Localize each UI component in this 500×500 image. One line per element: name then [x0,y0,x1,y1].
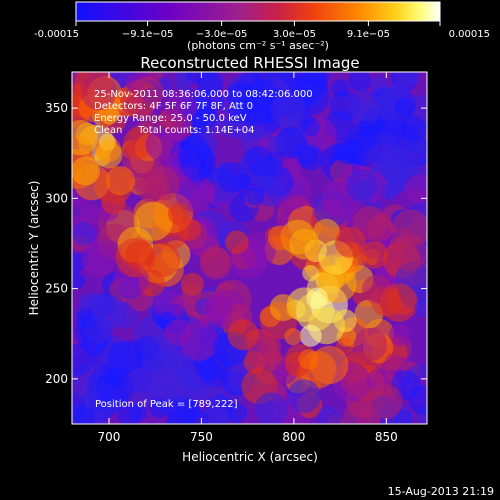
colorbar-units: (photons cm⁻² s⁻¹ asec⁻²) [187,39,329,52]
y-axis-label: Heliocentric Y (arcsec) [27,181,41,316]
colorbar-ticks: -0.00015 −9.1e−05 −3.0e−05 3.0e−05 9.1e−05 0.… [34,21,490,40]
colorbar-tick-label: 0.00015 [449,29,490,40]
annotation-clean: Clean Total counts: 1.14E+04 [94,125,254,136]
x-tick-label: 800 [282,430,305,444]
y-tick-label: 350 [45,101,68,115]
colorbar-tick-label: -0.00015 [34,29,79,40]
colorbar-tick-label: 9.1e−05 [347,29,390,40]
axis-ticks: 700 750 800 850 200 250 300 350 [45,72,427,444]
heatmap [72,72,427,424]
x-tick-label: 850 [375,430,398,444]
footer-date: 15-Aug-2013 21:19 [387,485,494,498]
colorbar-tick-label: 3.0e−05 [273,29,316,40]
y-tick-label: 250 [45,282,68,296]
chart-title: Reconstructed RHESSI Image [140,54,359,72]
annotation-time: 25-Nov-2011 08:36:06.000 to 08:42:06.000 [94,89,313,100]
annotation-energy: Energy Range: 25.0 - 50.0 keV [94,113,247,124]
y-tick-label: 300 [45,191,68,205]
plot-frame [71,71,428,425]
peak-position-label: Position of Peak = [789,222] [95,399,238,410]
colorbar [75,1,441,22]
colorbar-tick-label: −3.0e−05 [196,29,248,40]
y-tick-label: 200 [45,372,68,386]
annotation-detectors: Detectors: 4F 5F 6F 7F 8F, Att 0 [94,101,253,112]
colorbar-tick-label: −9.1e−05 [122,29,174,40]
x-axis-label: Heliocentric X (arcsec) [182,450,318,464]
x-tick-label: 750 [190,430,213,444]
x-tick-label: 700 [98,430,121,444]
